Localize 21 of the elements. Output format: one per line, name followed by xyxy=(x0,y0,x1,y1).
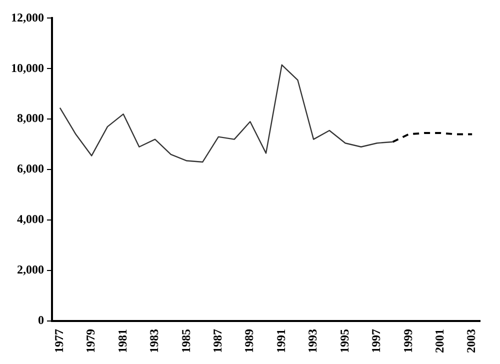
x-tick-label: 1981 xyxy=(115,329,130,353)
y-tick-label: 10,000 xyxy=(11,60,44,75)
x-tick-label: 2003 xyxy=(464,329,478,353)
x-tick-label: 1995 xyxy=(337,329,352,353)
y-tick-label: 12,000 xyxy=(11,10,44,24)
y-tick-label: 0 xyxy=(38,313,44,328)
x-tick-label: 1979 xyxy=(84,329,98,353)
x-tick-label: 1989 xyxy=(242,329,256,353)
x-tick-label: 1993 xyxy=(306,329,320,353)
x-tick-label: 1997 xyxy=(369,329,384,353)
x-tick-label: 1991 xyxy=(274,329,288,353)
x-tick-label: 1999 xyxy=(400,329,415,353)
y-tick-label: 2,000 xyxy=(17,262,44,277)
x-tick-label: 1983 xyxy=(147,329,162,353)
x-tick-label: 1977 xyxy=(52,329,66,353)
x-tick-label: 2001 xyxy=(432,329,446,353)
x-tick-label: 1987 xyxy=(210,329,225,353)
x-tick-label: 1985 xyxy=(178,329,193,353)
y-tick-label: 6,000 xyxy=(17,162,44,176)
y-tick-label: 4,000 xyxy=(17,212,44,226)
y-tick-label: 8,000 xyxy=(17,111,44,126)
